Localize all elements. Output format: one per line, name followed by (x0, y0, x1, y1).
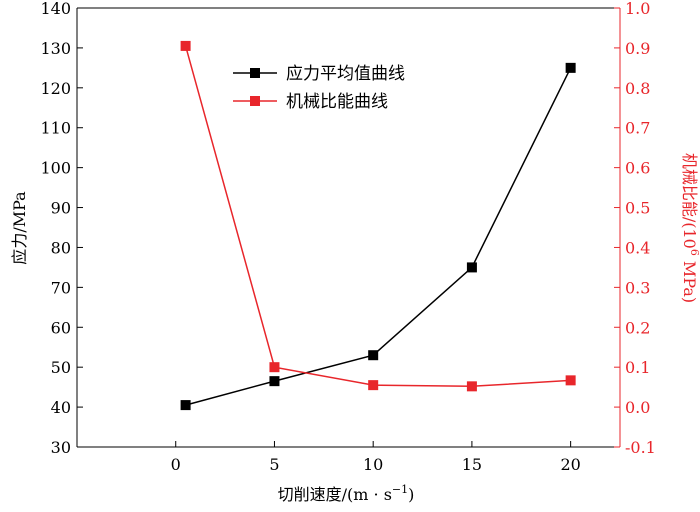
left-y-tick-label: 140 (40, 0, 71, 18)
left-y-tick-label: 40 (51, 398, 71, 417)
series-2-marker (180, 40, 191, 51)
right-y-tick-label: 0.6 (625, 159, 650, 178)
legend-marker-1 (250, 68, 260, 78)
plot-area (180, 40, 576, 411)
x-tick-label: 0 (171, 455, 181, 474)
series-2-marker (368, 380, 379, 391)
x-tick-label: 5 (269, 455, 279, 474)
x-tick-label: 15 (462, 455, 482, 474)
legend-label-1: 应力平均值曲线 (286, 64, 405, 84)
right-y-tick-label: 0.3 (625, 278, 650, 297)
right-y-tick-label: -0.1 (625, 438, 656, 457)
series-1-marker (368, 350, 379, 361)
right-y-tick-label: 0.0 (625, 398, 650, 417)
left-y-tick-label: 90 (51, 199, 71, 218)
series-1-marker (269, 376, 280, 387)
legend-label-2: 机械比能曲线 (286, 92, 388, 112)
left-y-axis-label: 应力/MPa (10, 191, 29, 265)
left-y-tick-label: 130 (40, 39, 71, 58)
series-1-marker (565, 62, 576, 73)
series-1-marker (180, 400, 191, 411)
left-y-tick-label: 100 (40, 159, 71, 178)
left-y-tick-label: 120 (40, 79, 71, 98)
series-1-marker (466, 262, 477, 273)
axes: 0 5 10 15 20 30 40 50 60 70 80 90 100 110 120 130 140 -0.… (40, 0, 655, 474)
right-y-tick-label: 0.1 (625, 358, 650, 377)
right-y-tick-label: 0.7 (625, 119, 650, 138)
left-y-tick-label: 50 (51, 358, 71, 377)
series-2-marker (269, 362, 280, 373)
x-tick-label: 20 (560, 455, 580, 474)
series-2-marker (565, 375, 576, 386)
axis-labels: 切削速度/(m · s−1) 应力/MPa 机械比能/(106 MPa) (10, 153, 700, 504)
right-y-tick-label: 0.2 (625, 318, 650, 337)
x-axis-label: 切削速度/(m · s−1) (278, 483, 415, 504)
right-y-tick-label: 0.5 (625, 199, 650, 218)
left-y-tick-label: 70 (51, 278, 71, 297)
left-y-tick-label: 60 (51, 318, 71, 337)
left-y-tick-label: 110 (40, 119, 71, 138)
right-y-tick-label: 1.0 (625, 0, 650, 18)
right-y-tick-label: 0.4 (625, 238, 650, 257)
right-y-axis-label: 机械比能/(106 MPa) (680, 153, 700, 303)
right-y-tick-label: 0.9 (625, 39, 650, 58)
legend-marker-2 (250, 96, 260, 106)
right-y-tick-label: 0.8 (625, 79, 650, 98)
left-y-tick-label: 80 (51, 238, 71, 257)
x-tick-label: 10 (363, 455, 383, 474)
left-y-tick-label: 30 (51, 438, 71, 457)
series-2-marker (466, 381, 477, 392)
